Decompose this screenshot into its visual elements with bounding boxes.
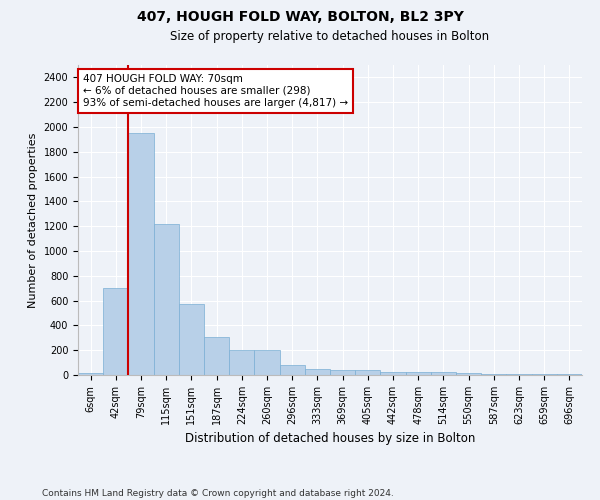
Bar [456, 372, 481, 375]
Bar [481, 374, 506, 375]
Bar [154, 224, 179, 375]
Bar [254, 350, 280, 375]
Y-axis label: Number of detached properties: Number of detached properties [28, 132, 38, 308]
Bar [532, 374, 557, 375]
X-axis label: Distribution of detached houses by size in Bolton: Distribution of detached houses by size … [185, 432, 475, 446]
Bar [355, 370, 380, 375]
Bar [103, 288, 128, 375]
Title: Size of property relative to detached houses in Bolton: Size of property relative to detached ho… [170, 30, 490, 43]
Bar [280, 365, 305, 375]
Bar [506, 374, 532, 375]
Text: 407, HOUGH FOLD WAY, BOLTON, BL2 3PY: 407, HOUGH FOLD WAY, BOLTON, BL2 3PY [137, 10, 463, 24]
Text: 407 HOUGH FOLD WAY: 70sqm
← 6% of detached houses are smaller (298)
93% of semi-: 407 HOUGH FOLD WAY: 70sqm ← 6% of detach… [83, 74, 348, 108]
Bar [78, 373, 103, 375]
Bar [330, 370, 355, 375]
Bar [229, 350, 254, 375]
Bar [557, 374, 582, 375]
Bar [179, 304, 204, 375]
Text: Contains HM Land Registry data © Crown copyright and database right 2024.: Contains HM Land Registry data © Crown c… [42, 488, 394, 498]
Bar [305, 370, 330, 375]
Bar [204, 337, 229, 375]
Bar [380, 372, 406, 375]
Bar [406, 372, 431, 375]
Bar [128, 133, 154, 375]
Bar [431, 372, 456, 375]
